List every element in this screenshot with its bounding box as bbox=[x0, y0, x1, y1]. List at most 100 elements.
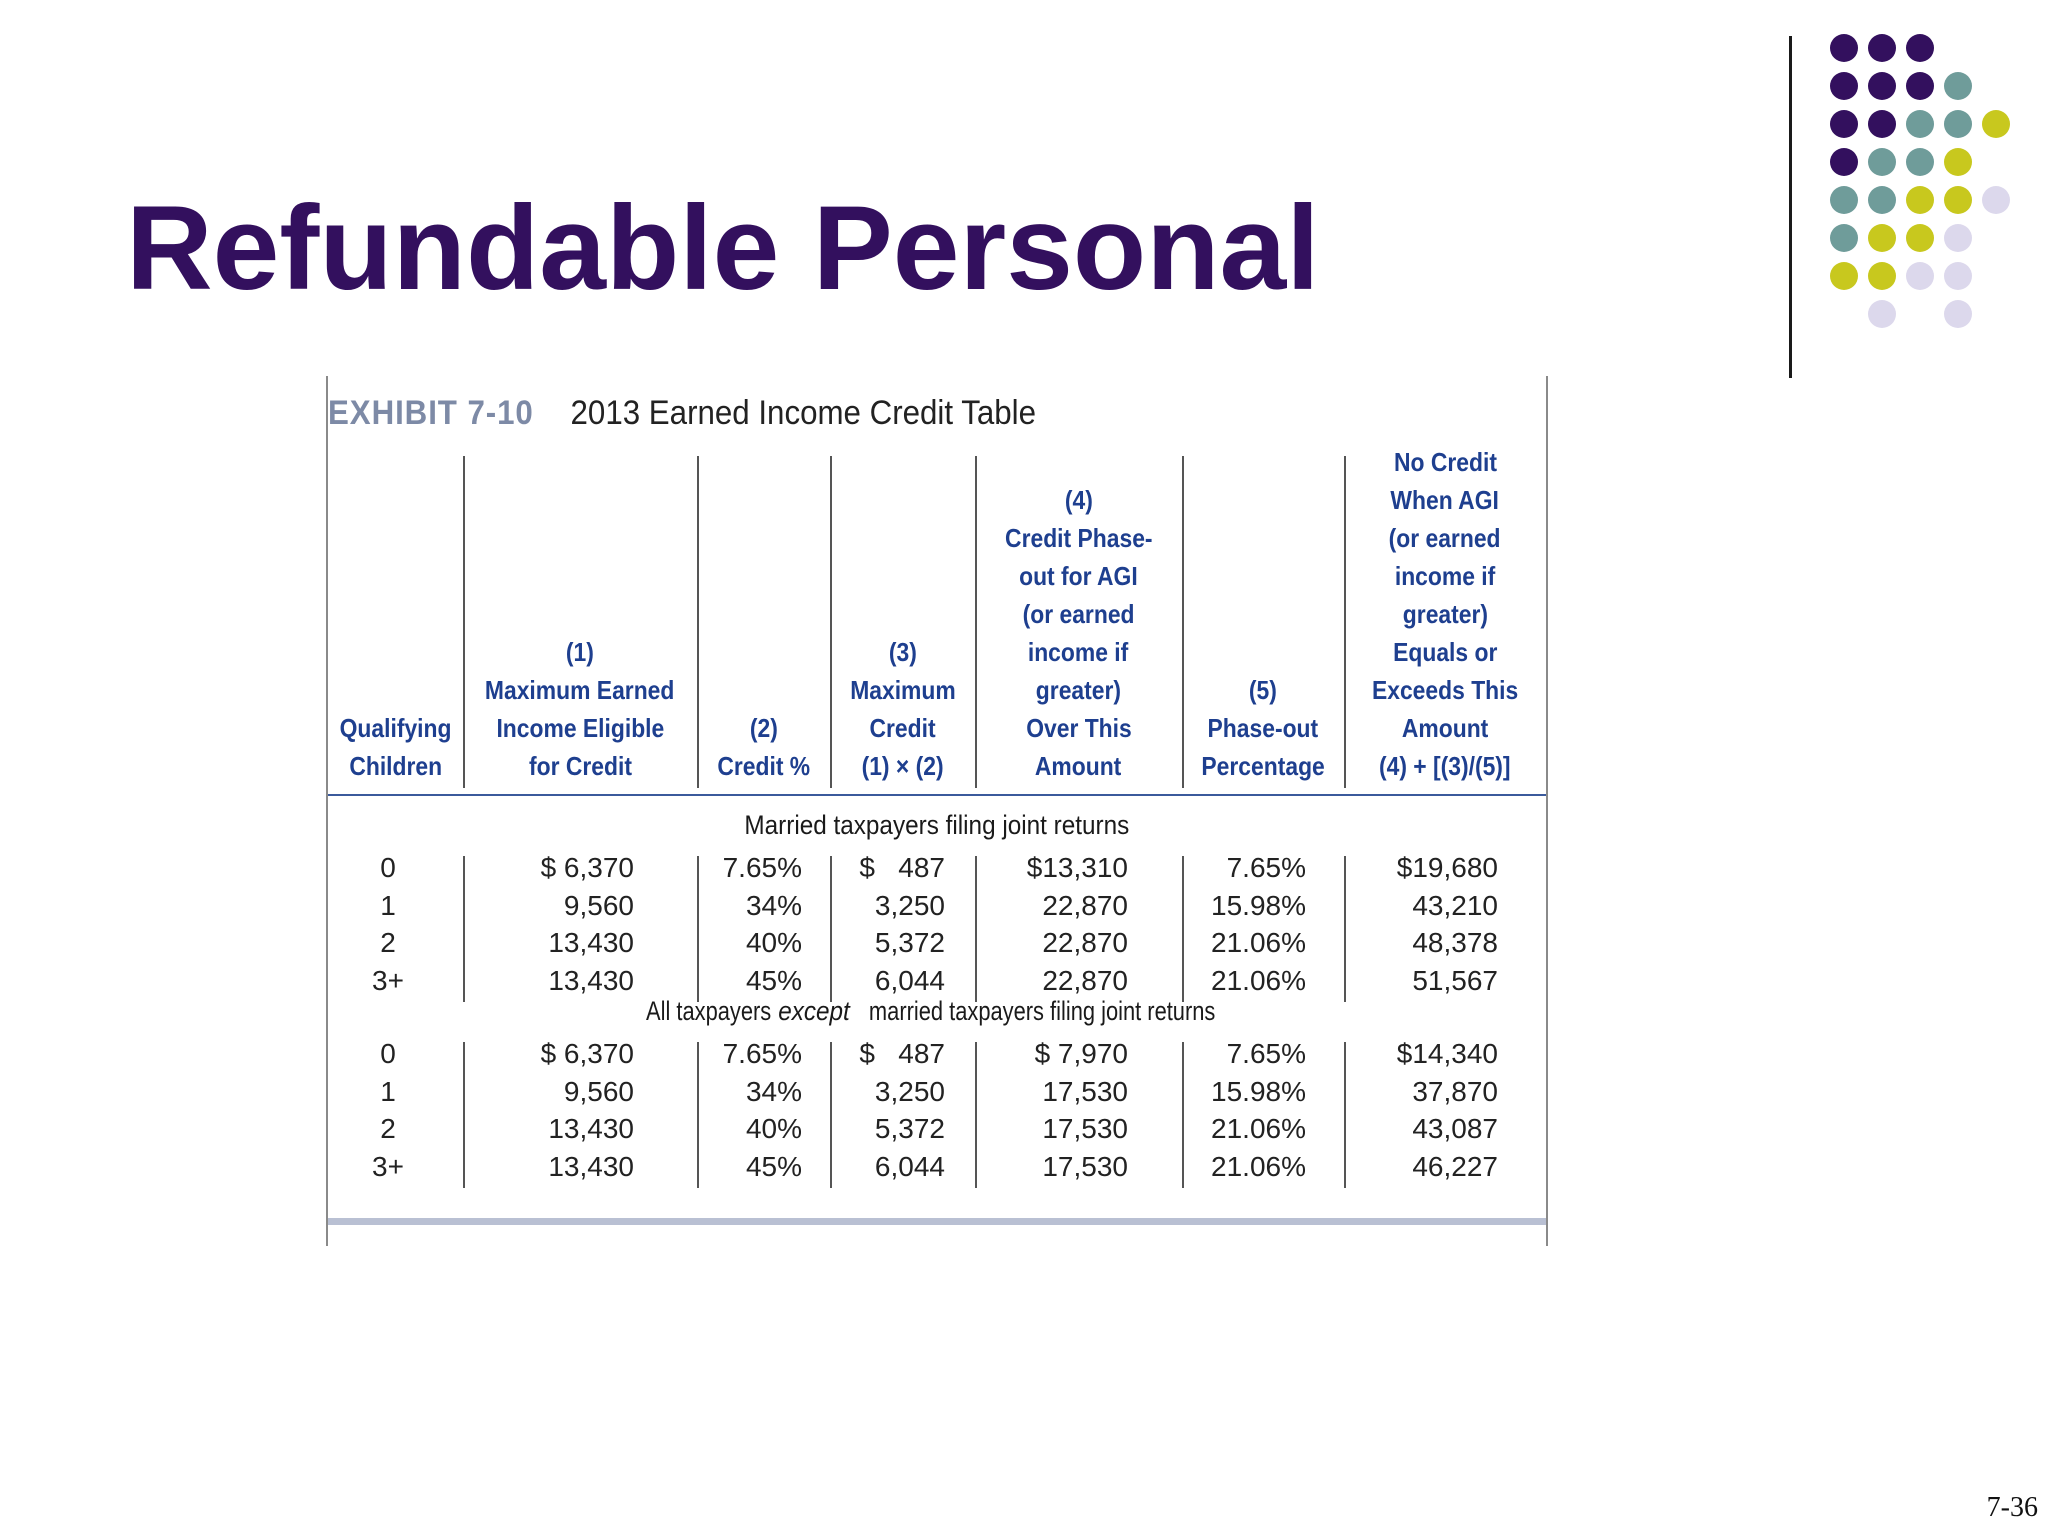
table-cell: $19,680 bbox=[1396, 852, 1498, 883]
section-heading-part: except bbox=[778, 996, 850, 1026]
column-header: (5) Phase-out Percentage bbox=[1182, 451, 1344, 785]
decorative-dot bbox=[1868, 262, 1896, 290]
column-header-line: (or earned bbox=[1022, 599, 1135, 629]
table-cell: 7.65% bbox=[1226, 852, 1306, 883]
column-divider bbox=[1182, 456, 1184, 788]
section-heading: All taxpayers except married taxpayers f… bbox=[328, 996, 1546, 1027]
column-header-line: Over This bbox=[1025, 713, 1132, 743]
exhibit-title: 2013 Earned Income Credit Table bbox=[570, 394, 1036, 432]
column-header-line: Phase-out bbox=[1207, 713, 1319, 743]
decorative-dot bbox=[1944, 300, 1972, 328]
table-cell: 21.06% bbox=[1211, 1150, 1306, 1182]
decorative-dot bbox=[1868, 148, 1896, 176]
column-header-line: (4) + [(3)/(5)] bbox=[1379, 751, 1511, 781]
column-header-line: (2) bbox=[749, 713, 778, 743]
column-divider bbox=[697, 856, 699, 1002]
column-header-line: out for AGI bbox=[1019, 561, 1138, 591]
column-header-line: Exceeds This bbox=[1371, 675, 1519, 705]
table-cell: 22,870 bbox=[1042, 927, 1128, 958]
column-header-line: Equals or bbox=[1392, 637, 1498, 667]
column-divider bbox=[1182, 856, 1184, 1002]
column-header-line: Income Eligible bbox=[496, 713, 664, 743]
table-cell: 7.65% bbox=[722, 1038, 802, 1069]
column-header-line: greater) bbox=[1402, 599, 1488, 629]
header-rule bbox=[328, 794, 1546, 796]
decorative-dot bbox=[1944, 262, 1972, 290]
column-divider bbox=[463, 456, 465, 788]
table-cell: 5,372 bbox=[874, 1113, 945, 1144]
decorative-dot bbox=[1868, 224, 1896, 252]
decorative-dot bbox=[1982, 110, 2010, 138]
column-header-line: Qualifying bbox=[339, 713, 452, 743]
column-header-line: (1) × (2) bbox=[861, 751, 944, 781]
table-cell: 3+ bbox=[372, 1150, 404, 1182]
table-cell: $ 7,970 bbox=[1034, 1038, 1128, 1069]
column-header-line: Maximum bbox=[849, 675, 956, 705]
section-heading: Married taxpayers filing joint returns bbox=[744, 810, 1130, 840]
decorative-dot bbox=[1830, 224, 1858, 252]
table-cell: 0 bbox=[380, 1038, 396, 1069]
table-cell: 6,044 bbox=[874, 1150, 945, 1182]
table-cell: 21.06% bbox=[1211, 1113, 1306, 1144]
column-divider bbox=[1344, 1042, 1346, 1188]
table-cell: 51,567 bbox=[1412, 964, 1498, 996]
table-cell: 34% bbox=[745, 889, 802, 921]
decorative-dot bbox=[1906, 186, 1934, 214]
table-cell: 3,250 bbox=[874, 889, 945, 921]
table-cell: 43,087 bbox=[1412, 1113, 1498, 1144]
decorative-dot bbox=[1868, 110, 1896, 138]
column-divider bbox=[697, 456, 699, 788]
decorative-dot bbox=[1906, 148, 1934, 176]
table-cell: 45% bbox=[745, 964, 802, 996]
decorative-dot bbox=[1830, 262, 1858, 290]
earned-income-credit-exhibit: EXHIBIT 7-10 2013 Earned Income Credit Ta… bbox=[326, 376, 1548, 1246]
column-header-line: Credit Phase- bbox=[1004, 523, 1153, 553]
column-header-line: (5) bbox=[1249, 675, 1277, 705]
table-cell: 46,227 bbox=[1412, 1150, 1498, 1182]
column-header-line: (1) bbox=[566, 637, 594, 667]
slide-number: 7-36 bbox=[1986, 1492, 2038, 1523]
table-cell: 22,870 bbox=[1042, 964, 1128, 996]
decorative-dot bbox=[1982, 186, 2010, 214]
decorative-dot bbox=[1868, 34, 1896, 62]
column-divider bbox=[830, 1042, 832, 1188]
decorative-dot bbox=[1944, 110, 1972, 138]
table-cell: 21.06% bbox=[1211, 964, 1306, 996]
exhibit-label: EXHIBIT 7-10 bbox=[328, 394, 534, 432]
table-cell: 15.98% bbox=[1211, 1075, 1306, 1107]
column-header-line: Children bbox=[349, 751, 442, 781]
table-cell: $ 487 bbox=[859, 1038, 945, 1069]
column-header: Qualifying Children bbox=[328, 451, 463, 785]
column-header-line: (4) bbox=[1064, 485, 1093, 515]
table-cell: $14,340 bbox=[1396, 1038, 1498, 1069]
column-divider bbox=[830, 456, 832, 788]
table-cell: 21.06% bbox=[1211, 927, 1306, 958]
decorative-dot bbox=[1830, 34, 1858, 62]
column-header: (2) Credit % bbox=[697, 451, 830, 785]
column-header-line: income if bbox=[1028, 637, 1129, 667]
table-cell: 7.65% bbox=[1226, 1038, 1306, 1069]
decorative-dot bbox=[1830, 186, 1858, 214]
decorative-dot bbox=[1906, 224, 1934, 252]
decorative-dot bbox=[1830, 148, 1858, 176]
table-cell: 13,430 bbox=[548, 1113, 634, 1144]
decorative-dot bbox=[1868, 300, 1896, 328]
table-cell: 48,378 bbox=[1412, 927, 1498, 958]
table-cell: 13,430 bbox=[548, 1150, 634, 1182]
exhibit-bottom-rule bbox=[328, 1218, 1546, 1225]
decorative-dot bbox=[1944, 224, 1972, 252]
column-header-line: greater) bbox=[1035, 675, 1122, 705]
table-cell: 3,250 bbox=[874, 1075, 945, 1107]
decorative-dot bbox=[1830, 110, 1858, 138]
column-header-line: When AGI bbox=[1390, 485, 1500, 515]
decorative-dot bbox=[1944, 148, 1972, 176]
exhibit-title-line: EXHIBIT 7-10 2013 Earned Income Credit Ta… bbox=[328, 394, 1036, 433]
table-cell: $ 6,370 bbox=[540, 852, 634, 883]
table-cell: 9,560 bbox=[563, 889, 634, 921]
column-header-line: (3) bbox=[888, 637, 917, 667]
table-cell: 5,372 bbox=[874, 927, 945, 958]
column-header: (1) Maximum Earned Income Eligible for Cred… bbox=[463, 451, 697, 785]
column-divider bbox=[1344, 856, 1346, 1002]
table-cell: 37,870 bbox=[1412, 1075, 1498, 1107]
table-cell: 40% bbox=[745, 1113, 802, 1144]
